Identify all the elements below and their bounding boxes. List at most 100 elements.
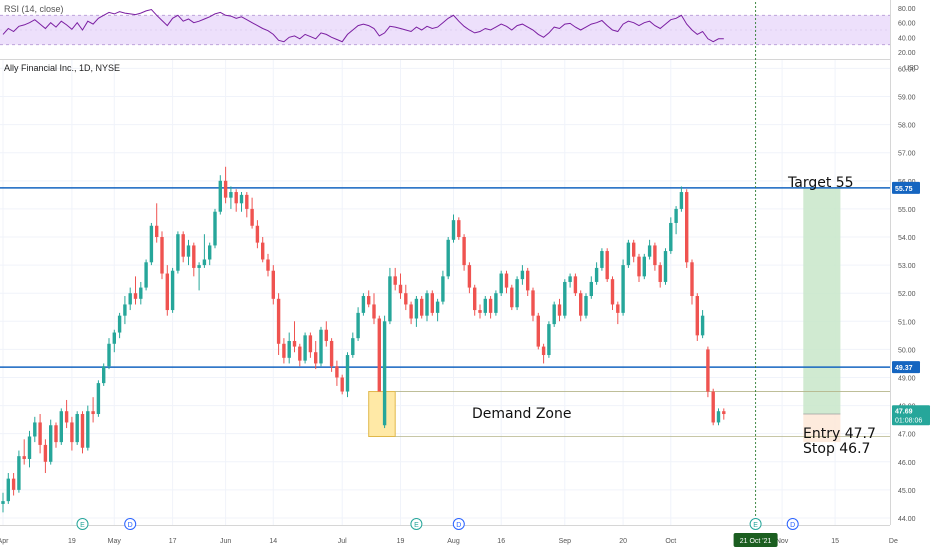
- candle-body: [441, 276, 445, 302]
- candle-body: [356, 312, 360, 339]
- event-marker-label: E: [80, 522, 85, 529]
- x-tick-label: 19: [68, 538, 76, 545]
- candle-body: [33, 422, 37, 437]
- rsi-indicator-label[interactable]: RSI (14, close): [4, 4, 64, 14]
- candle-body: [547, 324, 551, 356]
- candle-body: [239, 194, 244, 204]
- demand-zone: [368, 391, 396, 437]
- y-tick-label: 44.00: [898, 516, 916, 523]
- candle-body: [160, 237, 164, 274]
- event-marker: [410, 518, 423, 530]
- candle-body: [298, 346, 302, 361]
- candle-body: [340, 377, 344, 392]
- event-marker-label: E: [414, 522, 419, 529]
- candle-body: [43, 444, 48, 462]
- candle-body: [647, 245, 652, 257]
- candle-body: [579, 293, 583, 316]
- candle-body: [658, 265, 662, 282]
- candle-body: [282, 343, 286, 358]
- candle-body: [483, 298, 487, 313]
- candle-body: [261, 242, 265, 260]
- y-tick-label: 58.00: [898, 123, 916, 130]
- candle-body: [526, 270, 530, 291]
- candle-body: [202, 259, 207, 266]
- candle-body: [388, 276, 392, 322]
- candle-body: [642, 256, 646, 277]
- rsi-tick-label: 60.00: [898, 21, 916, 28]
- candle-body: [6, 478, 10, 502]
- candle-body: [425, 293, 429, 316]
- last-price-label: 47.69: [895, 408, 913, 415]
- x-tick-label: 15: [831, 538, 839, 545]
- symbol-title[interactable]: Ally Financial Inc., 1D, NYSE: [4, 63, 121, 73]
- candle-body: [594, 267, 599, 282]
- candle-body: [563, 281, 567, 316]
- event-marker: [124, 518, 137, 530]
- candle-body: [626, 242, 631, 266]
- x-tick-label: De: [889, 538, 898, 545]
- candle-body: [430, 293, 434, 313]
- candle-body: [690, 262, 694, 297]
- candle-body: [176, 234, 180, 271]
- candle-body: [552, 304, 556, 325]
- candle-body: [478, 310, 482, 313]
- candle-body: [600, 251, 604, 268]
- x-tick-label: Apr: [0, 538, 9, 545]
- candle-body: [192, 245, 196, 268]
- candle-body: [149, 225, 154, 263]
- candle-body: [457, 220, 461, 238]
- candle-body: [102, 366, 106, 384]
- candle-body: [393, 276, 397, 285]
- candle-body: [610, 279, 615, 305]
- candle-body: [435, 301, 440, 313]
- price-line-label-box: [892, 361, 920, 374]
- currency-label: USD: [904, 65, 919, 72]
- candle-body: [250, 208, 254, 226]
- candle-body: [170, 270, 175, 311]
- candle-body: [117, 315, 122, 333]
- candle-body: [64, 411, 69, 423]
- candle-body: [329, 340, 334, 367]
- candle-body: [494, 293, 498, 313]
- candle-body: [605, 251, 609, 280]
- candle-body: [398, 284, 403, 294]
- candle-body: [49, 425, 53, 462]
- candle-body: [133, 293, 138, 299]
- candle-body: [520, 270, 525, 280]
- candle-body: [208, 245, 212, 260]
- y-tick-label: 47.00: [898, 432, 916, 439]
- candle-body: [128, 293, 132, 305]
- candle-body: [632, 242, 636, 257]
- candle-body: [155, 225, 159, 238]
- x-tick-label: 20: [619, 538, 627, 545]
- candle-body: [54, 425, 58, 443]
- candle-body: [80, 414, 85, 448]
- candle-body: [616, 304, 620, 313]
- cursor-date-label: 21 Oct '21: [740, 538, 772, 545]
- candle-body: [706, 349, 710, 392]
- candle-body: [335, 366, 339, 378]
- candle-body: [637, 256, 641, 277]
- candle-body: [234, 192, 238, 204]
- target-zone: [803, 187, 841, 415]
- candle-body: [107, 343, 111, 367]
- demand-zone-annotation: Demand Zone: [472, 406, 572, 422]
- event-marker-label: E: [753, 522, 758, 529]
- countdown-label: 01:08:06: [895, 417, 922, 424]
- candle-body: [276, 298, 281, 344]
- stop-zone: [803, 414, 841, 443]
- candle-body: [245, 194, 249, 209]
- candle-body: [213, 211, 217, 246]
- candle-body: [303, 335, 307, 361]
- candle-body: [361, 296, 366, 313]
- candle-body: [292, 340, 297, 347]
- candle-body: [382, 321, 387, 426]
- candle-body: [377, 318, 381, 392]
- candle-body: [451, 220, 456, 240]
- candle-body: [123, 304, 127, 316]
- x-tick-label: Sep: [559, 538, 572, 545]
- candle-body: [695, 296, 699, 336]
- y-tick-label: 46.00: [898, 460, 916, 467]
- y-tick-label: 49.00: [898, 375, 916, 382]
